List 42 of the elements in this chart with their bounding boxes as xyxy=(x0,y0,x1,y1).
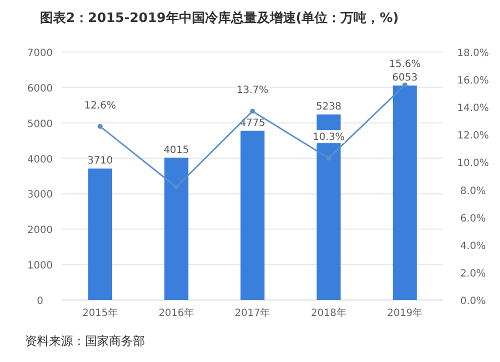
text: 资料来源：国家商务部 xyxy=(25,334,145,348)
point xyxy=(326,156,332,161)
x-tick-label: 2015年 xyxy=(82,307,118,319)
y-tick-label: 6000 xyxy=(27,83,53,94)
data-label: 10.3% xyxy=(312,132,345,144)
y-tick-label: 0 xyxy=(36,296,44,307)
y2-tick-label: 2.0% xyxy=(460,268,486,280)
bar xyxy=(392,86,417,300)
data-label: 5238 xyxy=(316,101,342,112)
y-tick-label: 1000 xyxy=(27,260,53,272)
point xyxy=(174,184,179,190)
x-tick-label: 2016年 xyxy=(158,307,194,319)
y2-tick-label: 16.0% xyxy=(457,76,489,87)
y2-tick-label: 14.0% xyxy=(457,103,489,114)
y2-tick-label: 4.0% xyxy=(460,240,486,252)
y2-tick-label: 8.0% xyxy=(460,186,486,197)
bar xyxy=(164,158,188,300)
y-tick-label: 5000 xyxy=(27,118,53,130)
y2-tick-label: 10.0% xyxy=(457,158,489,170)
chart-title: 图表2：2015-2019年中国冷库总量及增速(单位：万吨，%) xyxy=(40,10,399,26)
x-tick-label: 2019年 xyxy=(387,307,423,319)
point xyxy=(98,124,103,129)
y-tick-label: 3000 xyxy=(27,190,53,201)
y2-tick-label: 6.0% xyxy=(460,213,486,224)
y-tick-label: 4000 xyxy=(27,154,53,166)
y-tick-label: 7000 xyxy=(27,48,53,59)
y2-tick-label: 0.0% xyxy=(460,296,486,307)
y2-tick-label: 12.0% xyxy=(457,130,489,142)
point xyxy=(250,108,255,114)
bar xyxy=(240,130,264,300)
bar xyxy=(88,168,112,300)
x-tick-label: 2017年 xyxy=(234,307,270,319)
data-label: 3710 xyxy=(87,156,113,167)
data-label: 12.6% xyxy=(84,100,116,112)
x-tick-label: 2018年 xyxy=(310,307,346,319)
y-tick-label: 2000 xyxy=(27,225,53,236)
data-label: 13.7% xyxy=(236,85,268,96)
point xyxy=(402,82,408,88)
data-label: 6053 xyxy=(392,72,418,84)
data-label: 4015 xyxy=(164,144,190,156)
data-label: 15.6% xyxy=(389,59,421,70)
y2-tick-label: 18.0% xyxy=(457,48,489,59)
